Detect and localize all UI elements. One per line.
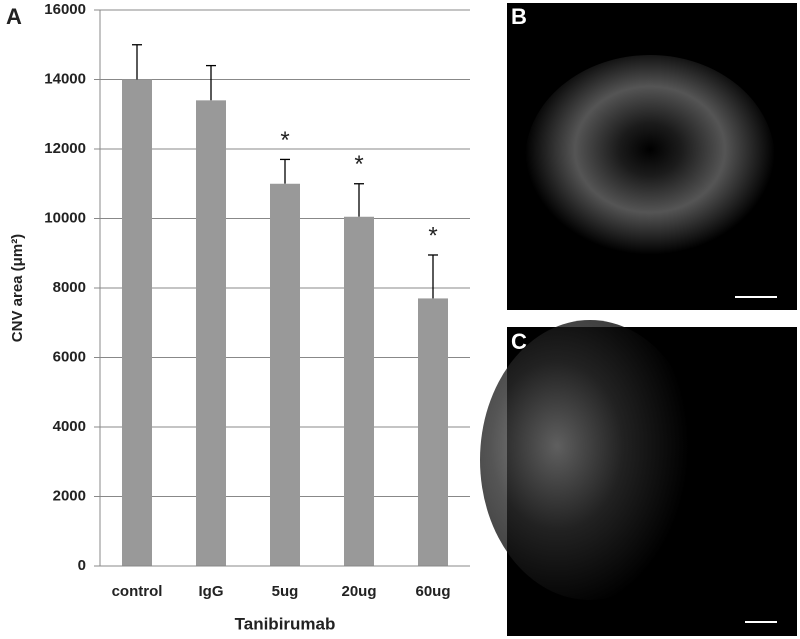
x-tick-label: 20ug bbox=[341, 583, 376, 600]
y-axis-label: CNV area (μm²) bbox=[9, 234, 26, 342]
bar bbox=[344, 216, 374, 566]
y-tick-label: 14000 bbox=[44, 70, 86, 87]
significance-marker: * bbox=[280, 127, 289, 154]
x-tick-label: 60ug bbox=[415, 583, 450, 600]
panel-label: B bbox=[511, 4, 527, 29]
bar bbox=[418, 298, 448, 566]
y-tick-label: 8000 bbox=[53, 279, 86, 296]
x-axis-label: Tanibirumab bbox=[235, 614, 336, 633]
bar bbox=[122, 79, 152, 566]
panel-label: A bbox=[6, 4, 22, 29]
y-tick-label: 12000 bbox=[44, 140, 86, 157]
y-tick-label: 0 bbox=[78, 557, 86, 574]
texture bbox=[525, 55, 775, 265]
y-tick-label: 4000 bbox=[53, 418, 86, 435]
significance-marker: * bbox=[428, 222, 437, 249]
significance-marker: * bbox=[354, 151, 363, 178]
bar bbox=[196, 100, 226, 566]
y-tick-label: 16000 bbox=[44, 1, 86, 18]
x-tick-label: IgG bbox=[199, 583, 224, 600]
x-tick-label: 5ug bbox=[272, 583, 299, 600]
y-tick-label: 2000 bbox=[53, 487, 86, 504]
panel-label: C bbox=[511, 329, 527, 354]
texture bbox=[480, 320, 700, 600]
y-tick-label: 10000 bbox=[44, 209, 86, 226]
bar bbox=[270, 183, 300, 566]
x-tick-label: control bbox=[112, 583, 163, 600]
y-tick-label: 6000 bbox=[53, 348, 86, 365]
